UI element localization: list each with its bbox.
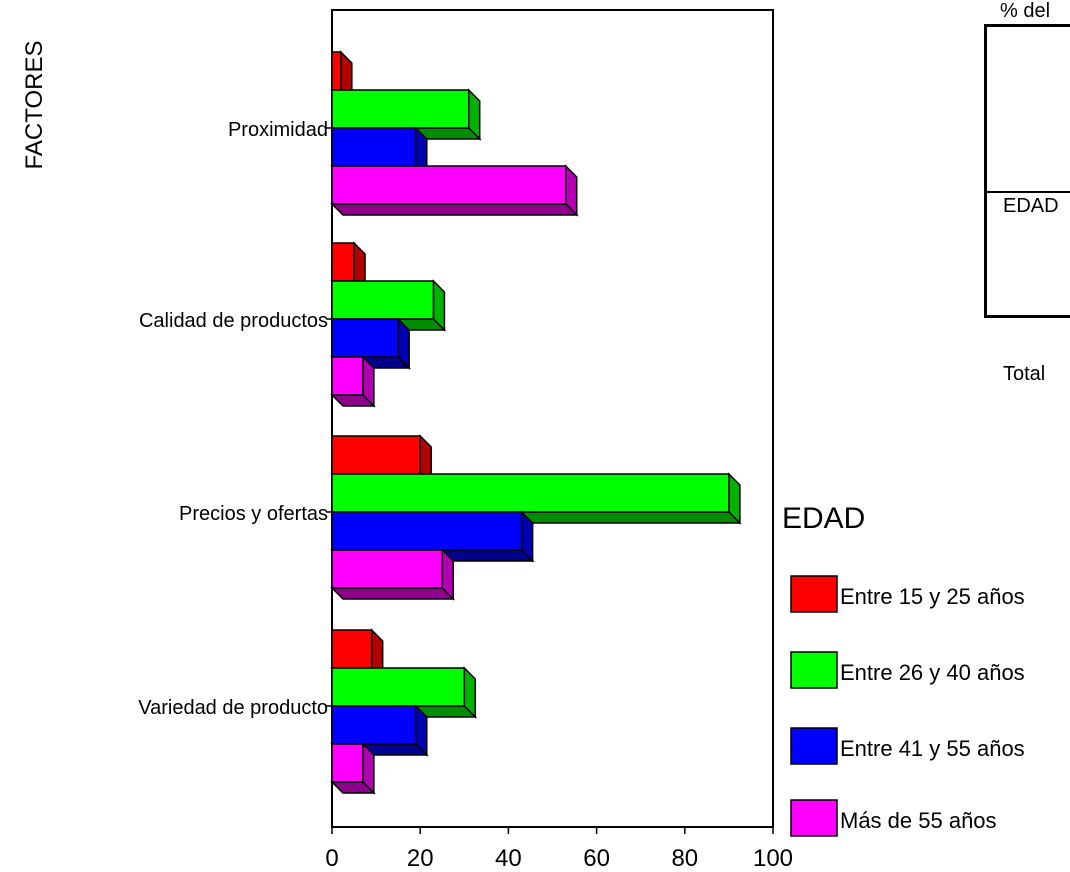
legend-swatch [790, 799, 838, 837]
legend-label: Entre 15 y 25 años [840, 584, 1025, 609]
category-label: Proximidad [228, 119, 328, 141]
x-tick-label: 0 [325, 845, 338, 872]
bars-layer [330, 50, 742, 795]
legend-swatch [790, 575, 838, 613]
category-label: Precios y ofertas [179, 503, 328, 525]
x-tick-label: 100 [753, 845, 793, 872]
category-labels: Proximidad Calidad de productos Precios y … [138, 119, 332, 719]
legend-swatch [790, 651, 838, 689]
legend-item: Entre 15 y 25 años [790, 575, 1025, 613]
table-row-total: Total [1003, 363, 1046, 385]
bar [330, 164, 579, 217]
legend-item: Entre 41 y 55 años [790, 727, 1025, 765]
bar [330, 548, 456, 601]
legend-label: Entre 41 y 55 años [840, 736, 1025, 761]
legend-label: Entre 26 y 40 años [840, 660, 1025, 685]
table-caption: % del [1000, 0, 1051, 22]
legend-label: Más de 55 años [840, 808, 997, 833]
bar [330, 355, 376, 408]
legend-title: EDAD [782, 502, 865, 535]
y-axis-title: FACTORES [21, 41, 48, 170]
legend-swatch [790, 727, 838, 765]
x-tick-label: 60 [583, 845, 610, 872]
legend-item: Entre 26 y 40 años [790, 651, 1025, 689]
bar [330, 742, 376, 795]
side-table: EDAD Total [984, 24, 1070, 385]
bar [330, 317, 411, 370]
table-row-edad: EDAD [1003, 195, 1059, 217]
x-tick-label: 20 [407, 845, 434, 872]
table-divider [987, 191, 1070, 193]
category-label: Calidad de productos [139, 310, 328, 332]
plot-frame [331, 9, 774, 828]
legend-item: Más de 55 años [790, 799, 997, 837]
x-axis-ticks: 0 20 40 60 80 100 [325, 827, 793, 872]
x-tick-label: 40 [495, 845, 522, 872]
legend: Entre 15 y 25 años Entre 26 y 40 años Entr… [790, 575, 1025, 837]
x-tick-label: 80 [671, 845, 698, 872]
bar [330, 704, 429, 757]
bar [330, 666, 478, 719]
bar [330, 472, 742, 525]
category-label: Variedad de producto [138, 697, 328, 719]
